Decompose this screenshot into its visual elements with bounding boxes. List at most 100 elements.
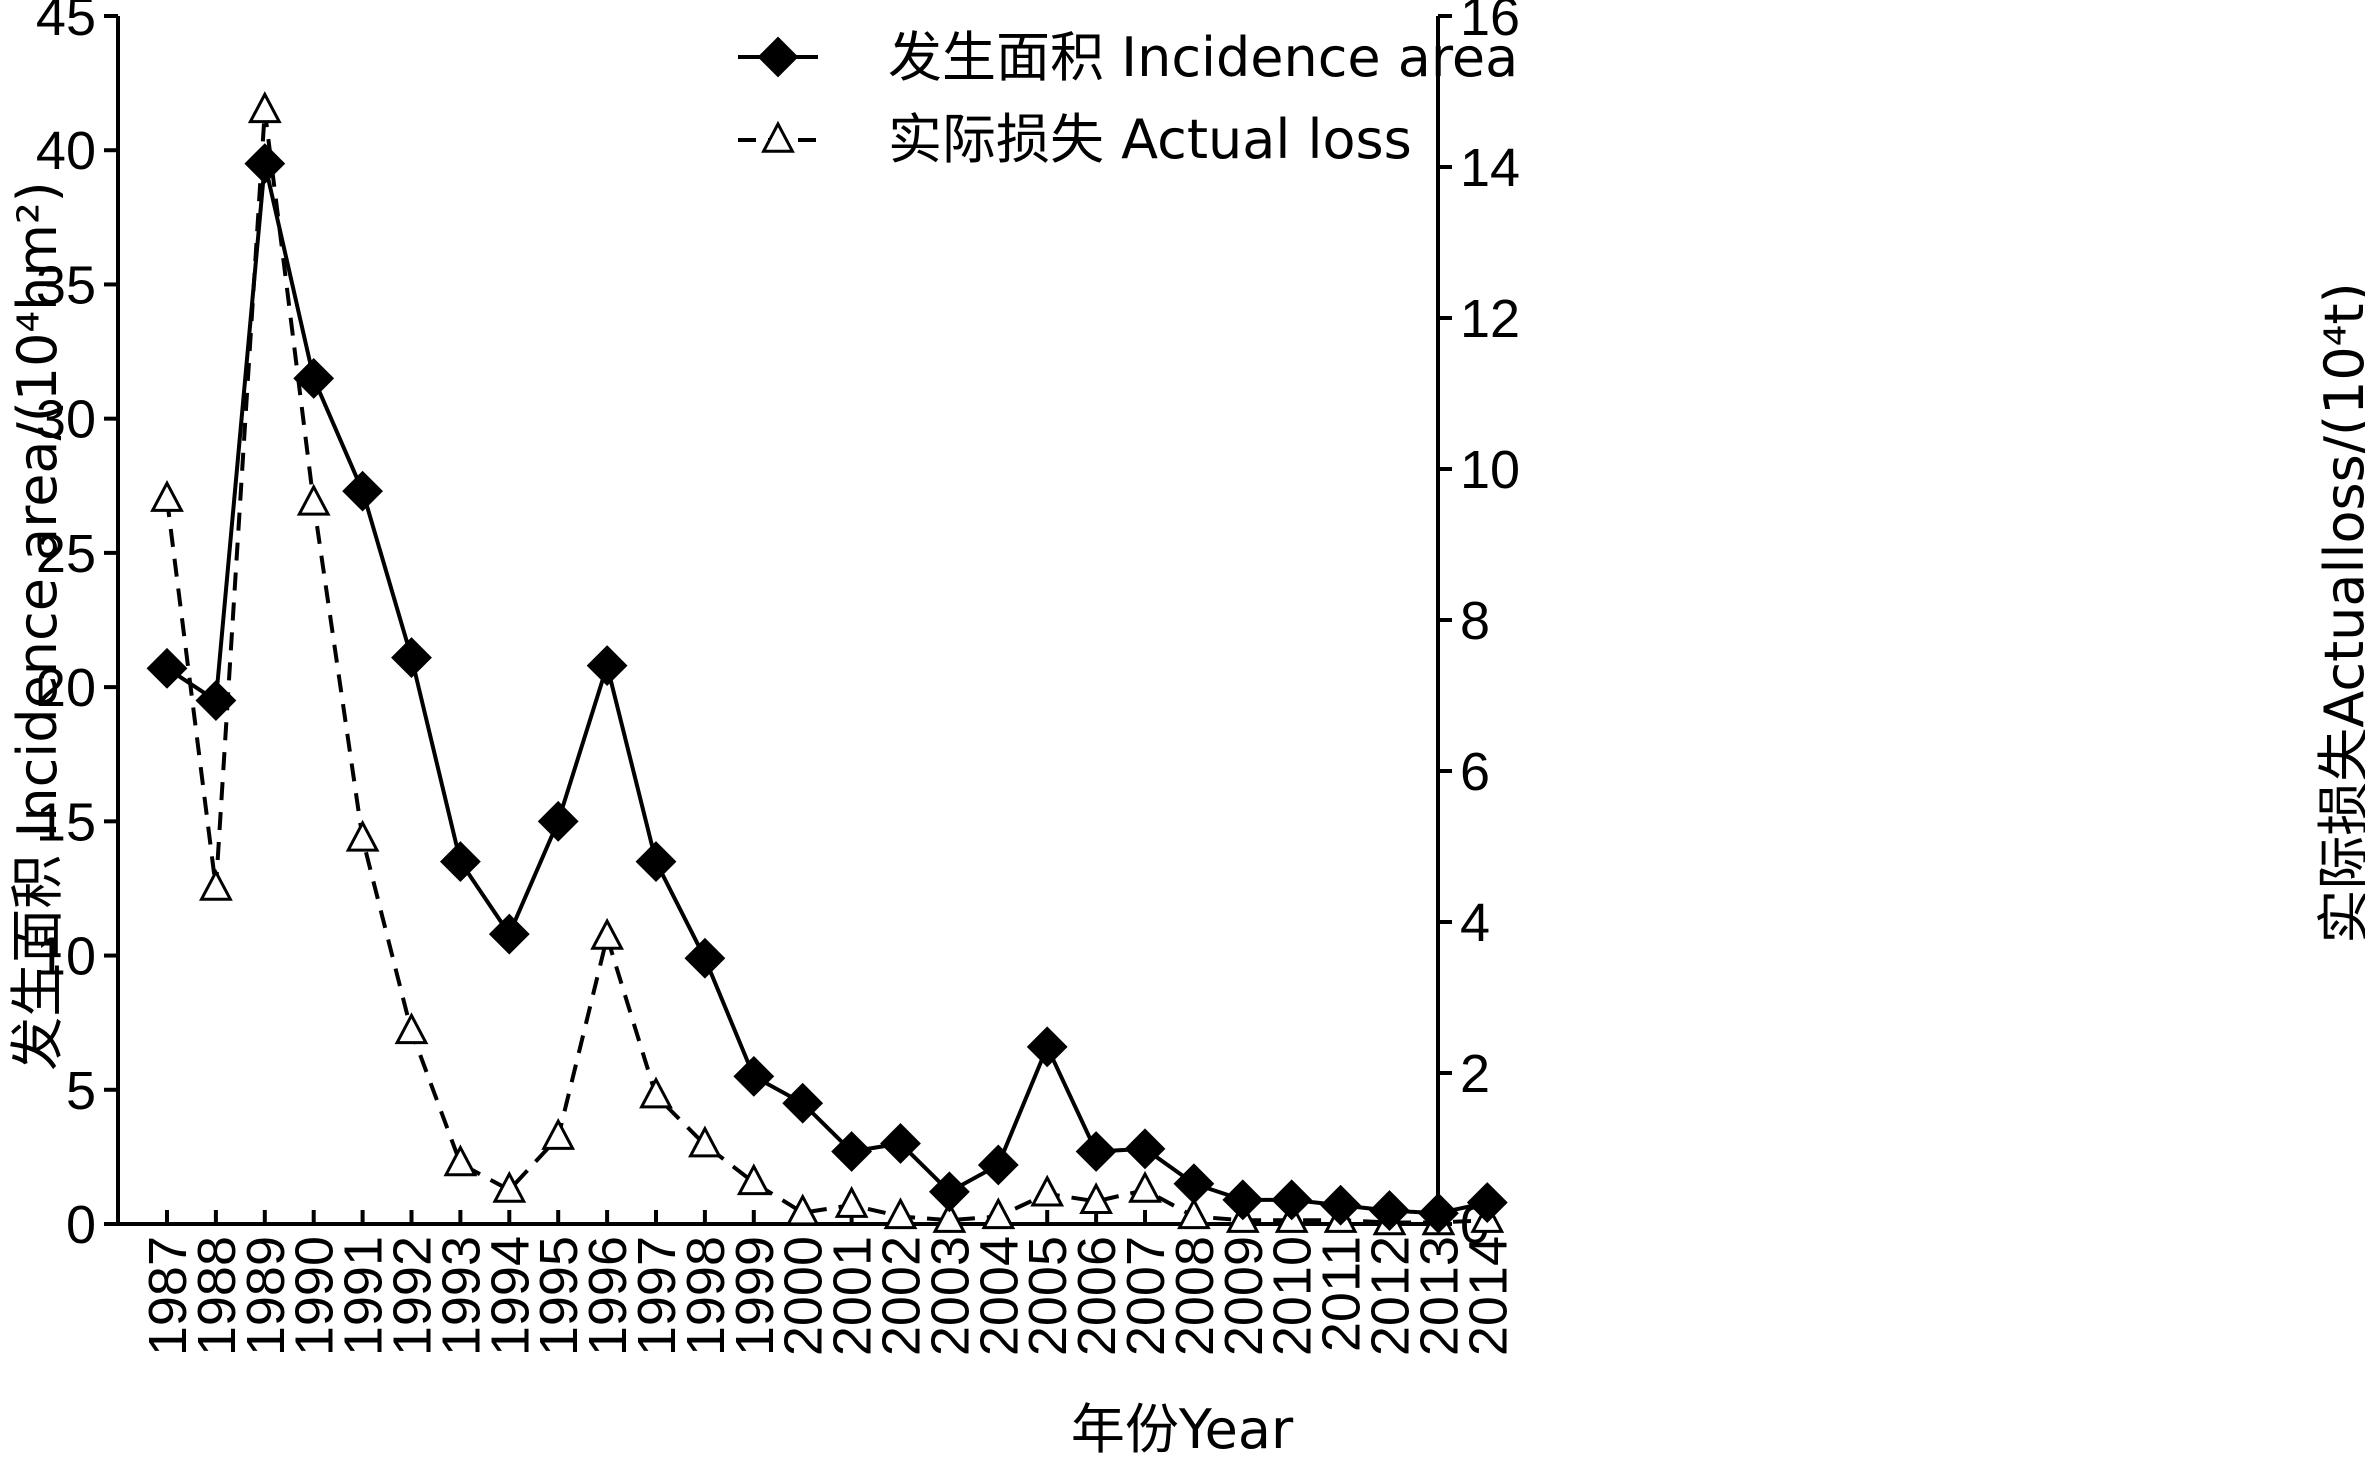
data-point-actual-loss [492,1170,527,1203]
data-point-incidence-area [146,647,188,689]
x-tick-label: 2002 [872,1236,932,1356]
x-tick-label: 1994 [480,1236,540,1356]
data-point-actual-loss [345,819,380,852]
series-layer [146,91,1508,1236]
x-tick-label: 2006 [1067,1236,1127,1356]
data-point-incidence-area [586,645,628,687]
y-left-tick-label: 25 [36,524,96,584]
x-tick-label: 2008 [1165,1236,1225,1356]
y-right-tick-label: 12 [1460,289,1520,349]
data-point-actual-loss [1128,1170,1162,1203]
data-point-actual-loss [688,1125,722,1158]
legend-triangle-marker-icon [761,120,795,153]
x-tick-label: 2014 [1458,1236,1518,1356]
data-point-actual-loss [981,1197,1016,1230]
x-tick-label: 1996 [578,1236,638,1356]
x-tick-label: 1998 [676,1236,736,1356]
x-tick-label: 2011 [1312,1236,1372,1352]
data-point-incidence-area [1320,1184,1362,1226]
data-point-actual-loss [883,1197,918,1230]
data-point-incidence-area [1124,1128,1166,1170]
data-point-incidence-area [1173,1163,1215,1205]
x-tick-label: 2000 [774,1236,834,1356]
x-tick-label: 1990 [285,1236,345,1356]
x-tick-label: 1999 [725,1236,785,1356]
data-point-incidence-area [293,357,335,399]
data-point-actual-loss [785,1193,820,1226]
data-point-actual-loss [834,1185,869,1218]
y-left-tick-label: 35 [36,255,96,315]
data-point-actual-loss [1079,1182,1113,1215]
data-point-incidence-area [488,913,530,955]
data-point-incidence-area [977,1144,1019,1186]
data-point-incidence-area [1271,1179,1313,1221]
data-point-incidence-area [244,143,286,185]
data-point-incidence-area [1417,1192,1459,1234]
data-point-incidence-area [782,1082,824,1124]
y-right-tick-label: 16 [1460,0,1520,47]
legend-label-actual-loss: 实际损失 Actual loss [888,108,1412,171]
data-point-actual-loss [736,1163,771,1196]
axes-layer: 0510152025303540450246810121416198719881… [36,0,1520,1356]
legend-label-incidence-area: 发生面积 Incidence area [888,26,1518,89]
legend: 发生面积 Incidence area 实际损失 Actual loss [738,26,1518,171]
data-point-incidence-area [880,1123,921,1164]
x-tick-label: 2013 [1409,1236,1469,1356]
data-point-incidence-area [1369,1190,1410,1231]
data-point-actual-loss [541,1117,576,1150]
data-point-actual-loss [932,1201,967,1233]
x-tick-label: 1987 [138,1236,198,1356]
x-tick-label: 1991 [334,1236,394,1356]
x-tick-label: 2010 [1263,1236,1323,1356]
data-point-incidence-area [733,1055,775,1097]
data-point-actual-loss [150,479,184,512]
x-tick-label: 1992 [383,1236,443,1356]
x-tick-label: 2009 [1214,1236,1274,1356]
x-tick-label: 1989 [236,1236,296,1356]
data-point-actual-loss [590,917,624,950]
x-tick-label: 2001 [823,1236,883,1356]
x-tick-label: 2012 [1361,1236,1421,1356]
data-point-actual-loss [443,1144,478,1177]
data-point-actual-loss [1030,1174,1065,1207]
data-point-incidence-area [1075,1131,1117,1172]
y-left-tick-label: 5 [66,1061,96,1121]
x-tick-label: 2007 [1116,1236,1176,1356]
series-line-incidence-area [165,163,1488,1216]
y-left-axis-title: 发生面积 Incidence area/(10⁴hm²) [6,181,69,1070]
data-point-incidence-area [537,800,579,842]
legend-diamond-marker-icon [757,36,799,78]
data-point-incidence-area [1466,1182,1508,1223]
x-tick-label: 2004 [969,1236,1029,1356]
data-point-actual-loss [639,1076,673,1109]
x-tick-label: 1995 [529,1236,589,1356]
data-point-incidence-area [391,637,432,678]
x-axis-title: 年份Year [1071,1398,1294,1461]
data-point-incidence-area [439,841,481,883]
data-point-incidence-area [195,680,237,721]
data-point-incidence-area [684,937,726,979]
y-left-tick-label: 40 [36,121,96,181]
data-point-actual-loss [296,483,331,516]
series-line-actual-loss [165,110,1488,1225]
y-right-tick-label: 6 [1460,742,1490,802]
data-point-incidence-area [831,1131,873,1172]
data-point-incidence-area [928,1171,970,1213]
y-left-tick-label: 10 [36,927,96,987]
y-right-tick-label: 14 [1460,138,1520,198]
y-right-tick-label: 10 [1460,440,1520,500]
data-point-actual-loss [247,91,282,124]
y-left-tick-label: 20 [36,658,96,718]
x-tick-label: 1988 [187,1236,247,1356]
data-point-actual-loss [199,868,233,901]
y-right-tick-label: 8 [1460,591,1490,651]
y-left-tick-label: 15 [36,792,96,852]
y-right-tick-label: 4 [1460,893,1490,953]
data-point-incidence-area [635,841,677,883]
y-left-tick-label: 0 [66,1195,96,1255]
x-tick-label: 2005 [1018,1236,1078,1356]
y-right-axis-title: 实际损失Actualloss/(10⁴t) [2313,282,2365,943]
data-point-incidence-area [1026,1026,1068,1068]
y-left-tick-label: 45 [36,0,96,47]
